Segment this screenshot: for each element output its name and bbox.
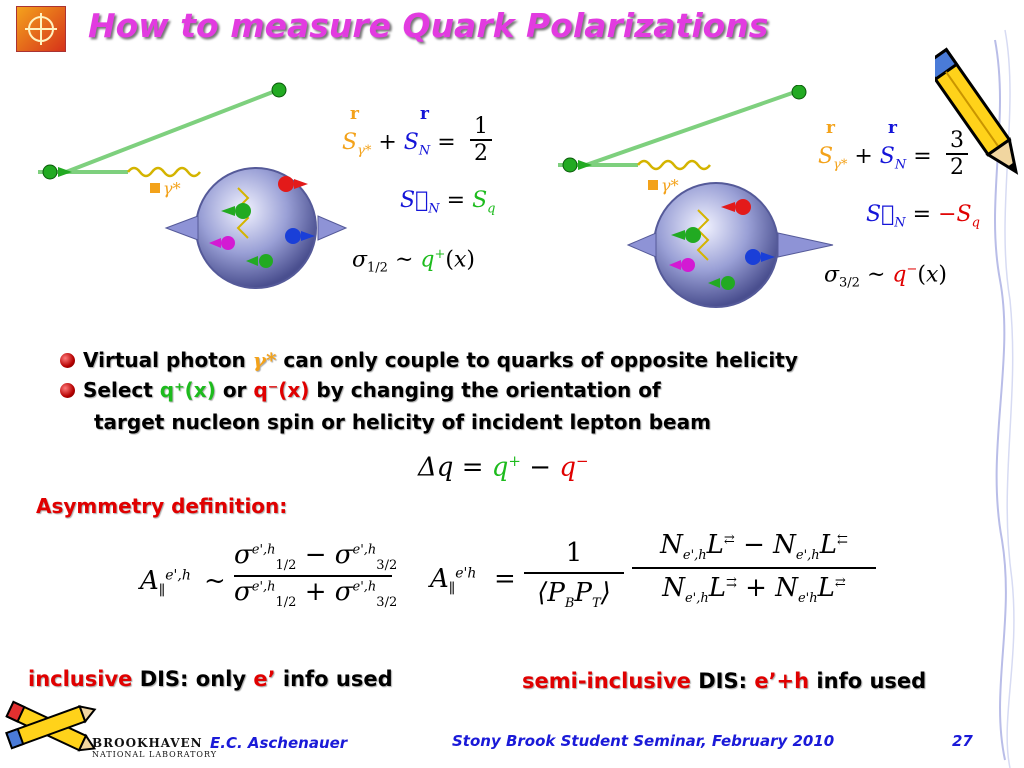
- footer-event: Stony Brook Student Seminar, February 20…: [452, 732, 835, 750]
- page-title: How to measure Quark Polarizations: [88, 6, 769, 45]
- semi-inclusive-caption: semi-inclusive DIS: e’+h info used: [522, 669, 927, 693]
- svg-text:γ*: γ*: [163, 179, 181, 198]
- bullet-select-q: Select q⁺(x) or q⁻(x) by changing the or…: [60, 378, 661, 402]
- institute-logo: [16, 6, 66, 52]
- svg-text:γ*: γ*: [661, 176, 679, 195]
- right-cross-section: σ3/2 ~ q−(x): [824, 262, 947, 291]
- right-spin-relation: S⃗N = −Sq: [866, 202, 980, 231]
- brookhaven-logo: BROOKHAVEN NATIONAL LABORATORY: [92, 736, 218, 759]
- bullet-virtual-photon: Virtual photon γ* can only couple to qua…: [60, 348, 798, 372]
- bullet-continuation: target nucleon spin or helicity of incid…: [94, 410, 711, 434]
- pencils-icon: [5, 700, 97, 752]
- right-nucleon-diagram: γ*: [558, 85, 834, 308]
- bullet-dot: [60, 383, 75, 398]
- incident-lepton: [42, 164, 58, 180]
- left-cross-section: σ1/2 ~ q+(x): [352, 247, 475, 276]
- left-nucleon-diagram: γ*: [38, 82, 348, 289]
- delta-q-equation: Δq = q+ − q−: [418, 452, 589, 483]
- bullet-dot: [60, 353, 75, 368]
- left-spin-relation: S⃗N = Sq: [400, 188, 496, 217]
- pencil-icon: [935, 47, 1019, 175]
- page-number: 27: [952, 732, 973, 750]
- asymmetry-label: Asymmetry definition:: [36, 494, 288, 518]
- scattered-lepton: [271, 82, 287, 98]
- footer-author: E.C. Aschenauer: [210, 734, 348, 752]
- inclusive-caption: inclusive DIS: only e’ info used: [28, 667, 393, 691]
